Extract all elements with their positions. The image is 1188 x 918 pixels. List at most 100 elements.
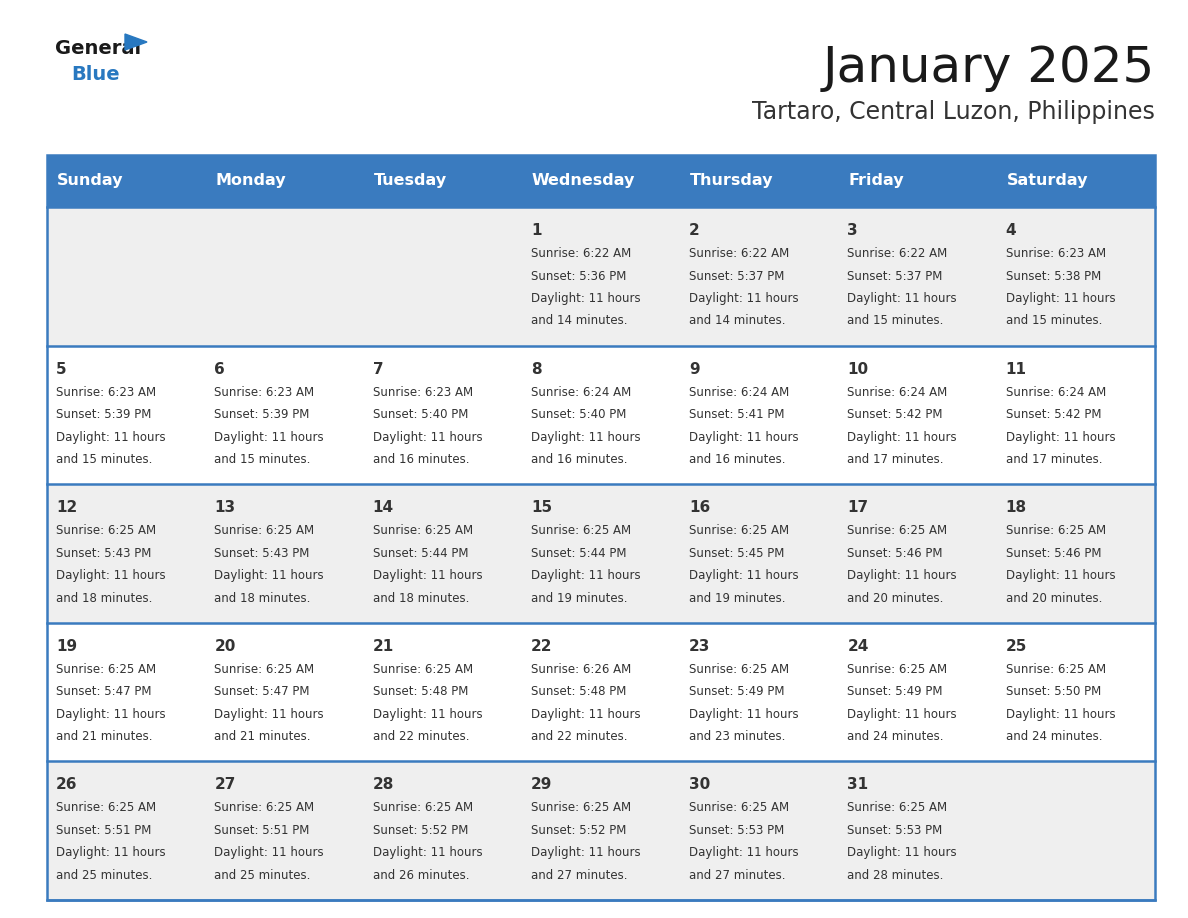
Text: and 21 minutes.: and 21 minutes.	[214, 731, 311, 744]
Text: 24: 24	[847, 639, 868, 654]
Text: Sunset: 5:50 PM: Sunset: 5:50 PM	[1006, 686, 1101, 699]
Text: 21: 21	[373, 639, 393, 654]
Text: 16: 16	[689, 500, 710, 515]
Text: Sunset: 5:38 PM: Sunset: 5:38 PM	[1006, 270, 1101, 283]
Text: 7: 7	[373, 362, 384, 376]
Text: Sunset: 5:41 PM: Sunset: 5:41 PM	[689, 409, 784, 421]
Text: and 14 minutes.: and 14 minutes.	[689, 315, 785, 328]
Text: Sunrise: 6:24 AM: Sunrise: 6:24 AM	[847, 386, 948, 398]
Text: 31: 31	[847, 778, 868, 792]
Text: Daylight: 11 hours: Daylight: 11 hours	[689, 431, 798, 443]
Text: Sunrise: 6:25 AM: Sunrise: 6:25 AM	[847, 801, 948, 814]
Text: 6: 6	[214, 362, 225, 376]
Text: and 22 minutes.: and 22 minutes.	[531, 731, 627, 744]
Text: and 18 minutes.: and 18 minutes.	[214, 592, 310, 605]
Text: Daylight: 11 hours: Daylight: 11 hours	[214, 708, 324, 721]
Text: and 24 minutes.: and 24 minutes.	[1006, 731, 1102, 744]
Text: and 28 minutes.: and 28 minutes.	[847, 869, 943, 882]
Bar	[48, 155, 1155, 207]
Text: and 20 minutes.: and 20 minutes.	[1006, 592, 1102, 605]
Text: and 22 minutes.: and 22 minutes.	[373, 731, 469, 744]
Text: and 20 minutes.: and 20 minutes.	[847, 592, 943, 605]
Text: Sunset: 5:45 PM: Sunset: 5:45 PM	[689, 547, 784, 560]
Text: Sunset: 5:43 PM: Sunset: 5:43 PM	[56, 547, 151, 560]
Text: 22: 22	[531, 639, 552, 654]
Text: Friday: Friday	[848, 174, 904, 188]
Text: Sunset: 5:42 PM: Sunset: 5:42 PM	[847, 409, 943, 421]
Text: Saturday: Saturday	[1006, 174, 1088, 188]
Text: Sunset: 5:47 PM: Sunset: 5:47 PM	[214, 686, 310, 699]
Text: Daylight: 11 hours: Daylight: 11 hours	[531, 708, 640, 721]
Text: and 26 minutes.: and 26 minutes.	[373, 869, 469, 882]
Text: Daylight: 11 hours: Daylight: 11 hours	[531, 292, 640, 305]
Text: Sunrise: 6:25 AM: Sunrise: 6:25 AM	[847, 524, 948, 537]
Text: Daylight: 11 hours: Daylight: 11 hours	[56, 846, 165, 859]
Text: Daylight: 11 hours: Daylight: 11 hours	[56, 431, 165, 443]
Text: and 16 minutes.: and 16 minutes.	[373, 453, 469, 466]
Text: Sunset: 5:47 PM: Sunset: 5:47 PM	[56, 686, 152, 699]
Text: and 25 minutes.: and 25 minutes.	[214, 869, 310, 882]
Text: 2: 2	[689, 223, 700, 238]
Text: Daylight: 11 hours: Daylight: 11 hours	[1006, 431, 1116, 443]
Text: Sunrise: 6:24 AM: Sunrise: 6:24 AM	[531, 386, 631, 398]
Text: Sunset: 5:51 PM: Sunset: 5:51 PM	[56, 823, 151, 837]
Text: 20: 20	[214, 639, 235, 654]
Text: 25: 25	[1006, 639, 1028, 654]
Text: Daylight: 11 hours: Daylight: 11 hours	[847, 431, 958, 443]
Text: Blue: Blue	[71, 64, 120, 84]
Text: Sunset: 5:44 PM: Sunset: 5:44 PM	[373, 547, 468, 560]
Text: 17: 17	[847, 500, 868, 515]
Text: Sunset: 5:46 PM: Sunset: 5:46 PM	[847, 547, 943, 560]
Text: General: General	[55, 39, 141, 58]
Text: Sunset: 5:37 PM: Sunset: 5:37 PM	[689, 270, 784, 283]
Text: Sunrise: 6:25 AM: Sunrise: 6:25 AM	[1006, 663, 1106, 676]
Text: Daylight: 11 hours: Daylight: 11 hours	[214, 431, 324, 443]
Text: Sunrise: 6:23 AM: Sunrise: 6:23 AM	[214, 386, 315, 398]
Text: and 27 minutes.: and 27 minutes.	[689, 869, 785, 882]
Text: Sunset: 5:48 PM: Sunset: 5:48 PM	[373, 686, 468, 699]
Polygon shape	[125, 34, 147, 50]
Text: Sunrise: 6:25 AM: Sunrise: 6:25 AM	[531, 524, 631, 537]
Text: Sunset: 5:42 PM: Sunset: 5:42 PM	[1006, 409, 1101, 421]
Text: Sunset: 5:39 PM: Sunset: 5:39 PM	[214, 409, 310, 421]
Text: Sunrise: 6:25 AM: Sunrise: 6:25 AM	[689, 663, 789, 676]
Text: and 15 minutes.: and 15 minutes.	[847, 315, 943, 328]
Text: Sunrise: 6:23 AM: Sunrise: 6:23 AM	[1006, 247, 1106, 260]
Text: Daylight: 11 hours: Daylight: 11 hours	[531, 569, 640, 582]
Text: Sunset: 5:52 PM: Sunset: 5:52 PM	[531, 823, 626, 837]
Text: Sunrise: 6:25 AM: Sunrise: 6:25 AM	[1006, 524, 1106, 537]
Text: Sunset: 5:44 PM: Sunset: 5:44 PM	[531, 547, 626, 560]
Text: Sunrise: 6:25 AM: Sunrise: 6:25 AM	[373, 801, 473, 814]
Text: Sunset: 5:43 PM: Sunset: 5:43 PM	[214, 547, 310, 560]
Text: Sunrise: 6:25 AM: Sunrise: 6:25 AM	[689, 801, 789, 814]
Text: Sunrise: 6:22 AM: Sunrise: 6:22 AM	[531, 247, 631, 260]
Text: Daylight: 11 hours: Daylight: 11 hours	[689, 708, 798, 721]
Text: Daylight: 11 hours: Daylight: 11 hours	[214, 569, 324, 582]
Text: 28: 28	[373, 778, 394, 792]
Text: Sunrise: 6:25 AM: Sunrise: 6:25 AM	[373, 663, 473, 676]
Text: 13: 13	[214, 500, 235, 515]
Text: 11: 11	[1006, 362, 1026, 376]
Text: and 15 minutes.: and 15 minutes.	[56, 453, 152, 466]
Text: Sunset: 5:39 PM: Sunset: 5:39 PM	[56, 409, 151, 421]
Text: Sunrise: 6:26 AM: Sunrise: 6:26 AM	[531, 663, 631, 676]
Text: and 27 minutes.: and 27 minutes.	[531, 869, 627, 882]
Text: 15: 15	[531, 500, 552, 515]
Text: Sunrise: 6:25 AM: Sunrise: 6:25 AM	[214, 801, 315, 814]
Text: 1: 1	[531, 223, 542, 238]
Text: 30: 30	[689, 778, 710, 792]
Text: Sunset: 5:48 PM: Sunset: 5:48 PM	[531, 686, 626, 699]
Text: Sunrise: 6:23 AM: Sunrise: 6:23 AM	[373, 386, 473, 398]
Text: Thursday: Thursday	[690, 174, 773, 188]
Text: Sunrise: 6:25 AM: Sunrise: 6:25 AM	[373, 524, 473, 537]
Text: Sunset: 5:49 PM: Sunset: 5:49 PM	[847, 686, 943, 699]
Text: Daylight: 11 hours: Daylight: 11 hours	[847, 846, 958, 859]
Text: 14: 14	[373, 500, 393, 515]
Text: Sunset: 5:53 PM: Sunset: 5:53 PM	[689, 823, 784, 837]
Text: Sunrise: 6:25 AM: Sunrise: 6:25 AM	[531, 801, 631, 814]
Text: and 15 minutes.: and 15 minutes.	[214, 453, 310, 466]
Text: and 15 minutes.: and 15 minutes.	[1006, 315, 1102, 328]
Text: Daylight: 11 hours: Daylight: 11 hours	[373, 569, 482, 582]
Text: and 21 minutes.: and 21 minutes.	[56, 731, 152, 744]
Text: Sunrise: 6:25 AM: Sunrise: 6:25 AM	[56, 663, 156, 676]
